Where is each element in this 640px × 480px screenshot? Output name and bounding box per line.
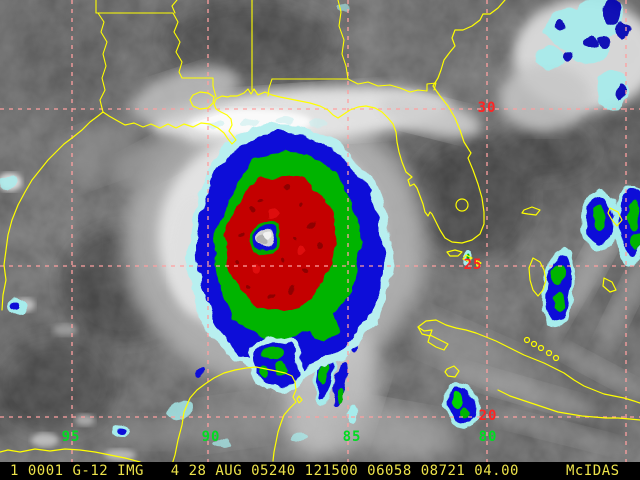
hurricane-eye: [249, 222, 281, 254]
longitude-label-90: 90: [201, 429, 221, 445]
state-borders: [95, 0, 437, 113]
latitude-label-30: 30: [477, 100, 497, 116]
latitude-label-20: 20: [478, 408, 498, 424]
mcidas-label: McIDAS: [566, 463, 620, 479]
latitude-label-25: 25: [463, 257, 483, 273]
longitude-label-85: 85: [342, 429, 362, 445]
frame-info-text: 1 0001 G-12 IMG 4 28 AUG 05240 121500 06…: [10, 463, 519, 479]
graticule: [0, 0, 640, 462]
status-bar: 1 0001 G-12 IMG 4 28 AUG 05240 121500 06…: [0, 462, 640, 480]
overshooting-tops: [235, 187, 321, 301]
hurricane-core: [187, 124, 394, 394]
longitude-label-95: 95: [61, 429, 81, 445]
longitude-label-80: 80: [478, 429, 498, 445]
